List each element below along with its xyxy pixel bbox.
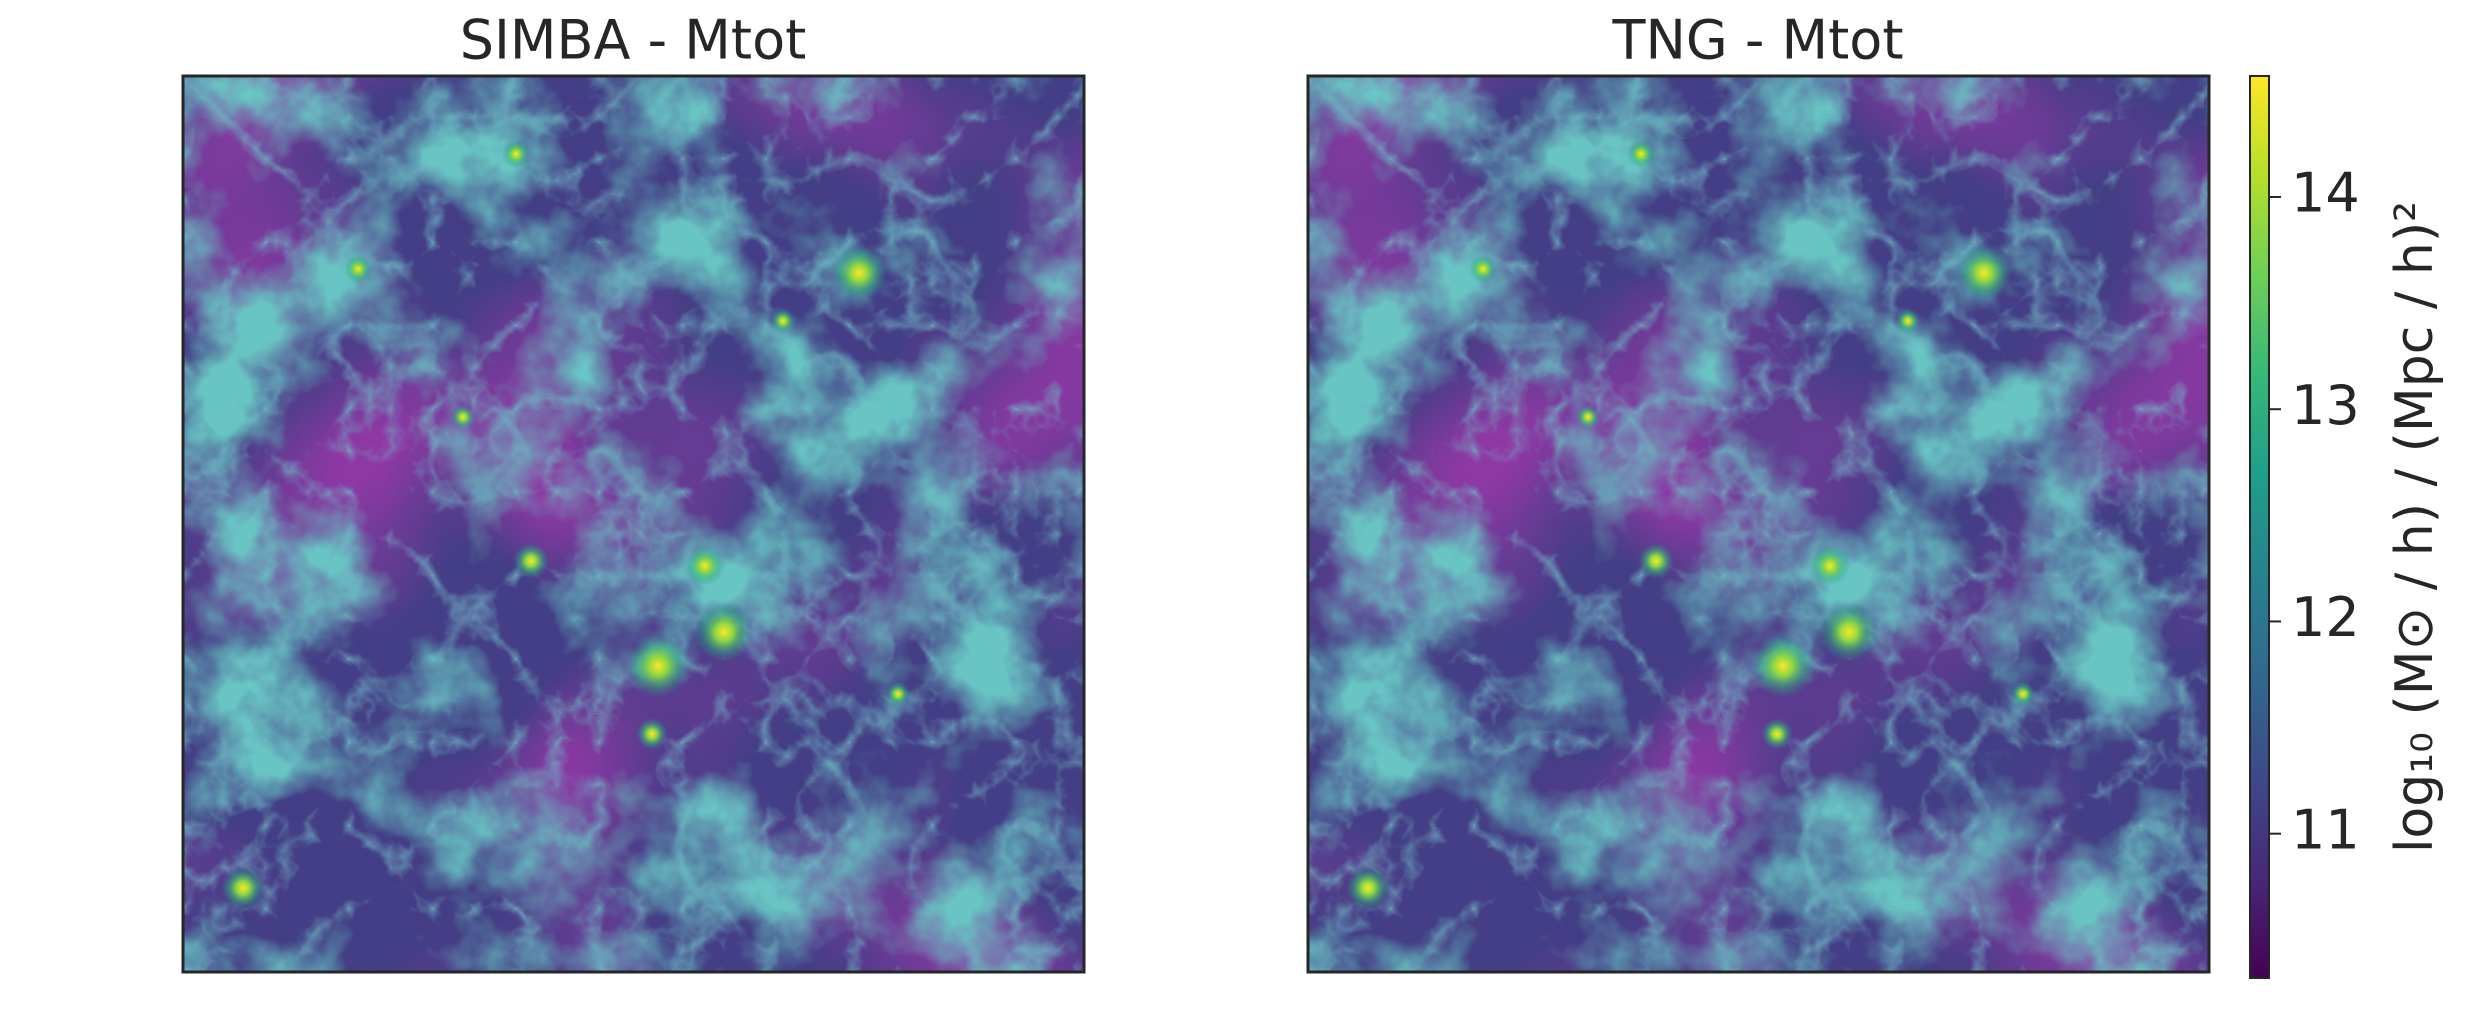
colorbar-tick-label: 14 <box>2291 162 2360 225</box>
colorbar: 11 12 13 14 log₁₀ (M⊙ / h) / (Mpc / h)² <box>2249 75 2445 979</box>
colorbar-tick-label: 11 <box>2291 798 2360 861</box>
colorbar-tick-label: 12 <box>2291 586 2360 649</box>
panel-title: TNG - Mtot <box>1611 9 1903 72</box>
panel-right: TNG - Mtot <box>1306 9 2211 974</box>
heatmap <box>1308 76 2209 972</box>
heatmap <box>183 76 1084 972</box>
panel-left: SIMBA - Mtot <box>181 9 1086 974</box>
panel-frame <box>181 74 1086 974</box>
colorbar-fill <box>2249 75 2270 979</box>
panel-title: SIMBA - Mtot <box>460 9 807 72</box>
colorbar-tick-label: 13 <box>2291 374 2360 437</box>
panel-frame <box>1306 74 2211 974</box>
colorbar-label: log₁₀ (M⊙ / h) / (Mpc / h)² <box>2385 201 2445 853</box>
